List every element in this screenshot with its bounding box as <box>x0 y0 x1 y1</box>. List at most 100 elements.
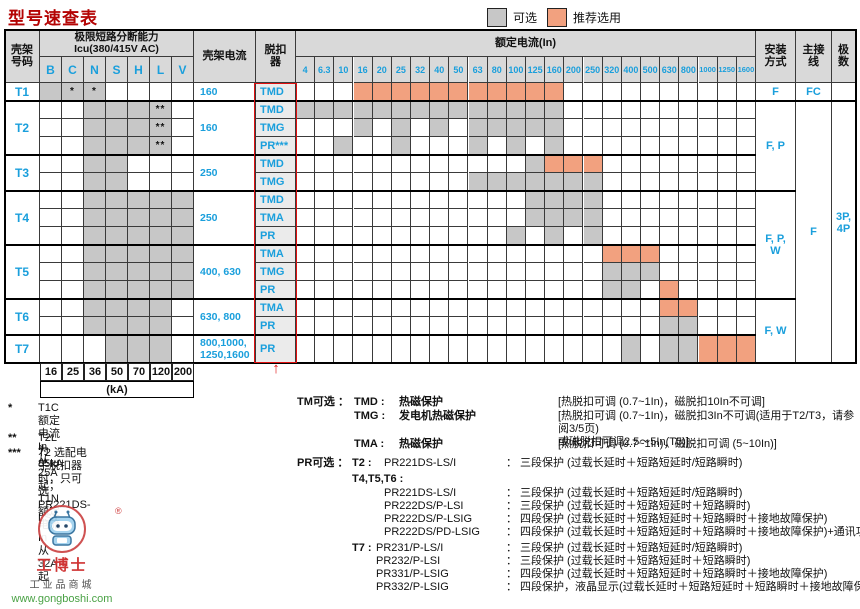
matrix-cell-T7-PR-20 <box>372 335 392 363</box>
frame-label-T3: T3 <box>5 155 40 191</box>
legend-optional-label: 可选 <box>513 11 538 25</box>
matrix-cell-T6-TMA-1000 <box>698 299 718 317</box>
legend-recommended: 推荐选用 <box>547 8 621 27</box>
matrix-cell-T1-TMD-6.3 <box>315 83 335 101</box>
matrix-cell-T4-TMD-10 <box>334 191 354 209</box>
matrix-cell-T2-TMG-400 <box>621 119 641 137</box>
matrix-cell-T6-PR-100 <box>506 317 526 335</box>
matrix-cell-T4-TMA-630 <box>660 209 680 227</box>
legend: 可选 推荐选用 <box>487 8 621 27</box>
icu-cell-T3-N <box>84 173 106 191</box>
trip-cell-T4-PR: PR <box>256 227 296 245</box>
matrix-cell-T5-PR-1600 <box>736 281 756 299</box>
matrix-cell-T1-TMD-80 <box>487 83 507 101</box>
matrix-cell-T5-TMA-50 <box>449 245 469 263</box>
icu-cell-T5-C <box>62 281 84 299</box>
icu-cell-T2-H <box>128 119 150 137</box>
icu-cell-T4-B <box>40 191 62 209</box>
matrix-cell-T2-PR***-1250 <box>717 137 737 155</box>
matrix-cell-T5-PR-25 <box>391 281 411 299</box>
matrix-cell-T4-TMD-32 <box>411 191 431 209</box>
matrix-cell-T3-TMD-1250 <box>717 155 737 173</box>
icu-cell-T3-B <box>40 173 62 191</box>
icu-cell-T4-V <box>172 227 194 245</box>
pr-desc: 四段保护 (过载长延时＋短路短延时＋短路瞬时＋接地故障保护) <box>520 513 828 525</box>
matrix-cell-T4-PR-25 <box>391 227 411 245</box>
matrix-cell-T1-TMD-320 <box>602 83 622 101</box>
matrix-cell-T2-TMD-63 <box>468 101 488 119</box>
matrix-cell-T6-PR-63 <box>468 317 488 335</box>
matrix-cell-T5-TMA-630 <box>660 245 680 263</box>
matrix-cell-T3-TMD-800 <box>679 155 699 173</box>
matrix-cell-T3-TMD-125 <box>526 155 546 173</box>
icu-cell-T4-L <box>150 209 172 227</box>
matrix-cell-T3-TMG-100 <box>506 173 526 191</box>
matrix-cell-T4-TMD-250 <box>583 191 603 209</box>
matrix-cell-T7-PR-160 <box>545 335 565 363</box>
matrix-cell-T3-TMG-1000 <box>698 173 718 191</box>
matrix-cell-T2-TMD-50 <box>449 101 469 119</box>
icu-cell-T7-V <box>172 335 194 363</box>
matrix-cell-T4-PR-6.3 <box>315 227 335 245</box>
frame-current-T5: 400, 630 <box>194 245 256 299</box>
matrix-cell-T5-PR-400 <box>621 281 641 299</box>
matrix-cell-T6-PR-320 <box>602 317 622 335</box>
icu-cell-T5-B <box>40 245 62 263</box>
matrix-cell-T4-PR-400 <box>621 227 641 245</box>
matrix-cell-T4-TMD-1000 <box>698 191 718 209</box>
matrix-cell-T5-PR-200 <box>564 281 584 299</box>
matrix-cell-T2-TMG-50 <box>449 119 469 137</box>
icu-cell-T4-C <box>62 191 84 209</box>
matrix-cell-T4-TMA-100 <box>506 209 526 227</box>
matrix-cell-T3-TMD-63 <box>468 155 488 173</box>
matrix-cell-T3-TMG-400 <box>621 173 641 191</box>
matrix-cell-T4-TMA-1000 <box>698 209 718 227</box>
icu-cell-T1-V <box>172 83 194 101</box>
matrix-cell-T5-TMG-1250 <box>717 263 737 281</box>
matrix-cell-T4-PR-125 <box>526 227 546 245</box>
matrix-cell-T5-TMG-1600 <box>736 263 756 281</box>
pr-frames-label: T7 : <box>352 542 372 554</box>
install-cell-T1: F <box>756 83 796 101</box>
matrix-cell-T2-TMD-20 <box>372 101 392 119</box>
trip-cell-T5-TMA: TMA <box>256 245 296 263</box>
matrix-cell-T4-TMA-800 <box>679 209 699 227</box>
matrix-cell-T6-PR-160 <box>545 317 565 335</box>
pr-desc: 三段保护 (过载长延时＋短路短延时＋短路瞬时) <box>520 555 751 567</box>
matrix-cell-T4-TMA-250 <box>583 209 603 227</box>
icu-cell-T4-H <box>128 227 150 245</box>
pr-name: PR331/P-LSIG <box>376 568 449 580</box>
matrix-cell-T3-TMG-500 <box>641 173 661 191</box>
matrix-cell-T1-TMD-50 <box>449 83 469 101</box>
icu-cell-T6-H <box>128 317 150 335</box>
icu-cell-T3-B <box>40 155 62 173</box>
tm-detail: [热脱扣可调 (0.7~1In)，磁脱扣3In不可调(适用于T2/T3，请参阅3… <box>558 410 855 448</box>
matrix-cell-T7-PR-200 <box>564 335 584 363</box>
matrix-cell-T4-TMA-320 <box>602 209 622 227</box>
matrix-cell-T6-PR-1250 <box>717 317 737 335</box>
matrix-cell-T5-PR-63 <box>468 281 488 299</box>
icu-cell-T7-C <box>62 335 84 363</box>
matrix-cell-T5-TMA-1250 <box>717 245 737 263</box>
matrix-cell-T5-PR-80 <box>487 281 507 299</box>
matrix-cell-T2-TMG-250 <box>583 119 603 137</box>
matrix-cell-T5-TMG-100 <box>506 263 526 281</box>
matrix-cell-T2-TMG-1600 <box>736 119 756 137</box>
frame-label-T6: T6 <box>5 299 40 335</box>
matrix-cell-T6-TMA-125 <box>526 299 546 317</box>
matrix-cell-T5-PR-4 <box>296 281 316 299</box>
icu-cell-T2-S <box>106 137 128 155</box>
matrix-cell-T5-TMA-16 <box>353 245 373 263</box>
header-icu-title: 极限短路分断能力 Icu(380/415V AC) <box>40 30 194 57</box>
matrix-cell-T2-PR***-800 <box>679 137 699 155</box>
trip-cell-T3-TMG: TMG <box>256 173 296 191</box>
header-in-1000: 1000 <box>698 57 718 83</box>
icu-cell-T1-B <box>40 83 62 101</box>
matrix-cell-T6-TMA-800 <box>679 299 699 317</box>
header-frame-current: 壳架电流 <box>194 30 256 83</box>
icu-cell-T3-L <box>150 173 172 191</box>
matrix-cell-T7-PR-320 <box>602 335 622 363</box>
icu-cell-T1-S <box>106 83 128 101</box>
matrix-cell-T4-TMA-25 <box>391 209 411 227</box>
pr-colon: ： <box>506 526 517 538</box>
